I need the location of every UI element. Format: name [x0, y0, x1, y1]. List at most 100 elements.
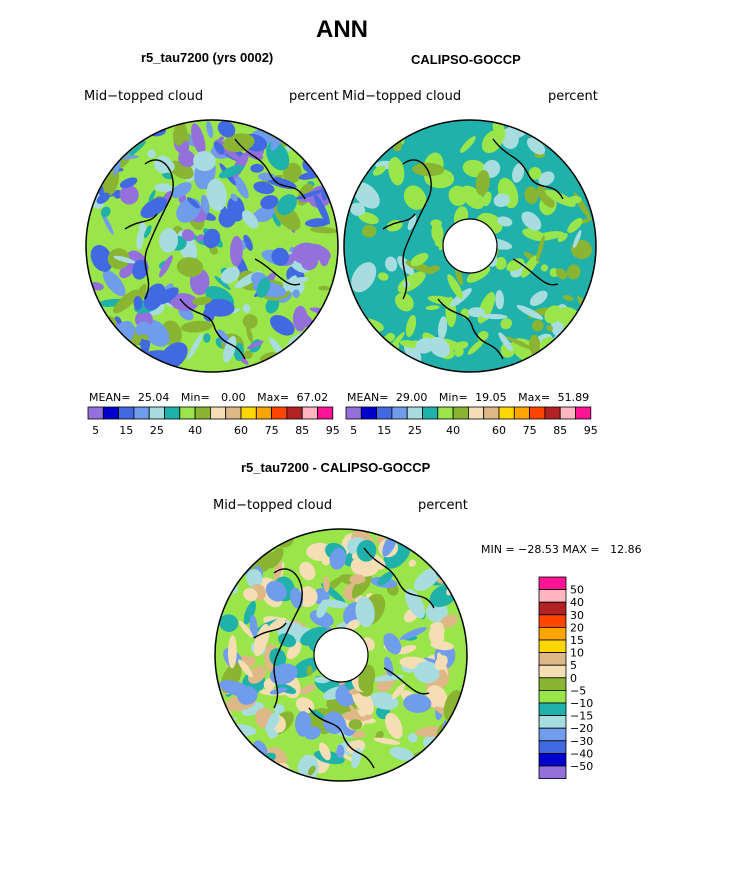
left-map-contour-58: [113, 189, 122, 199]
diff-map-contour-187: [316, 600, 328, 618]
left-map-contour-226: [318, 285, 330, 291]
right-max-label: Max=: [518, 391, 551, 404]
left-map-contour-156: [282, 162, 302, 184]
left-colorbar-swatch-5: [164, 406, 181, 420]
left-map-contour-190: [293, 341, 300, 362]
left-colorbar-swatch-11: [255, 406, 273, 420]
right-map-contour-63: [466, 265, 491, 283]
left-colorbar-swatch-15: [317, 406, 334, 420]
right-map-contour-134: [493, 193, 510, 207]
diff-map-contour-179: [355, 596, 375, 628]
left-map-contour-50: [191, 123, 206, 155]
diff-map-contour-197: [240, 754, 258, 770]
left-map-contour-49: [136, 229, 144, 250]
figure-title: ANN: [316, 16, 368, 43]
right-map-contour-92: [557, 233, 568, 242]
diff-map-contours: [219, 529, 467, 781]
diff-colorbar-tick-0: 50: [570, 584, 584, 597]
right-map-contour-19: [529, 290, 548, 306]
right-map-contour-14: [524, 186, 539, 205]
right-map-contour-84: [562, 294, 574, 301]
left-map-contour-144: [250, 163, 264, 173]
left-map-contour-221: [271, 247, 289, 266]
right-colorbar-tick-1: 15: [377, 424, 391, 437]
left-colorbar: 5 15 25 40 60 75 85 95: [87, 406, 340, 437]
diff-map-contour-90: [408, 559, 417, 567]
diff-map-contour-222: [439, 669, 449, 686]
left-map-contour-222: [159, 342, 188, 370]
diff-map-contour-210: [224, 748, 247, 770]
diff-colorbar-tick-1: 40: [570, 596, 584, 609]
right-colorbar-swatch-1: [360, 406, 377, 420]
left-map-contour-199: [91, 124, 106, 138]
left-colorbar-tick-3: 40: [188, 424, 202, 437]
diff-colorbar-tick-3: 20: [570, 621, 584, 634]
diff-map-contour-193: [399, 626, 427, 640]
right-colorbar: 5 15 25 40 60 75 85 95: [345, 406, 598, 437]
right-map-contour-50: [536, 185, 555, 208]
diff-colorbar-swatch-7: [538, 664, 567, 679]
right-map-contour-125: [580, 338, 591, 355]
diff-map-contour-95: [434, 762, 446, 775]
right-map-contour-139: [528, 167, 542, 180]
diff-map-contour-183: [314, 676, 330, 684]
left-map-contour-212: [200, 194, 210, 214]
left-map-contour-208: [187, 197, 200, 209]
right-map-contour-87: [430, 219, 442, 227]
left-map-contour-211: [253, 181, 275, 195]
left-map-contour-85: [162, 172, 174, 180]
diff-colorbar-tick-11: −20: [570, 722, 593, 735]
right-colorbar-swatch-2: [376, 406, 393, 420]
right-colorbar-tick-6: 85: [553, 424, 567, 437]
diff-colorbar-swatch-15: [538, 765, 567, 780]
diff-map-contour-227: [435, 535, 456, 554]
left-map-contour-216: [230, 193, 238, 202]
diff-map-contour-235: [265, 716, 280, 732]
diff-map-contour-149: [319, 742, 331, 761]
diff-colorbar-swatch-6: [538, 652, 567, 666]
right-map-contour-105: [395, 292, 414, 312]
right-map-contour-146: [578, 351, 591, 362]
left-panel-title: r5_tau7200 (yrs 0002): [141, 50, 274, 65]
left-map-contour-111: [243, 234, 253, 251]
diff-colorbar-swatch-2: [538, 601, 567, 616]
left-map-contour-75: [138, 222, 147, 235]
diff-map-contour-214: [219, 680, 252, 697]
left-map-contour-205: [96, 192, 111, 204]
diff-map-contour-232: [383, 633, 402, 655]
right-min-value: 19.05: [475, 391, 507, 404]
right-map-contour-46: [568, 143, 590, 163]
left-polar-map: [85, 119, 339, 373]
diff-colorbar-swatch-3: [538, 614, 567, 628]
diff-colorbar-tick-5: 10: [570, 647, 584, 660]
left-map-contour-9: [292, 305, 308, 332]
right-map-contour-132: [555, 268, 568, 280]
left-map-contour-168: [246, 325, 253, 343]
left-map-contour-204: [114, 340, 128, 357]
diff-colorbar-swatch-0: [538, 576, 567, 591]
diff-map-contour-195: [290, 587, 303, 609]
right-colorbar-swatch-13: [544, 406, 561, 420]
left-map-contour-48: [206, 120, 214, 139]
right-colorbar-tick-0: 5: [350, 424, 357, 437]
diff-polar-map: [214, 528, 468, 782]
right-map-contour-57: [405, 314, 417, 338]
diff-colorbar-tick-2: 30: [570, 609, 584, 622]
diff-map-contour-176: [349, 704, 362, 723]
right-colorbar-swatch-12: [529, 406, 546, 420]
right-map-contour-124: [412, 162, 445, 177]
diff-map-contour-177: [321, 599, 349, 609]
diff-map-contour-125: [238, 620, 253, 638]
diff-map-contour-201: [269, 663, 298, 685]
left-map-contour-247: [285, 352, 298, 365]
diff-map-contour-217: [227, 635, 237, 669]
left-map-contour-225: [218, 165, 244, 179]
diff-map-contour-58: [430, 759, 444, 770]
left-map-contour-255: [192, 296, 212, 306]
diff-colorbar-tick-6: 5: [570, 659, 577, 672]
diff-map-contour-181: [373, 737, 401, 745]
left-map-contour-157: [214, 276, 231, 290]
left-stats: MEAN= 25.04 Min= 0.00 Max= 67.02: [89, 391, 328, 404]
left-colorbar-swatch-9: [225, 406, 242, 420]
left-colorbar-swatch-13: [286, 406, 303, 420]
